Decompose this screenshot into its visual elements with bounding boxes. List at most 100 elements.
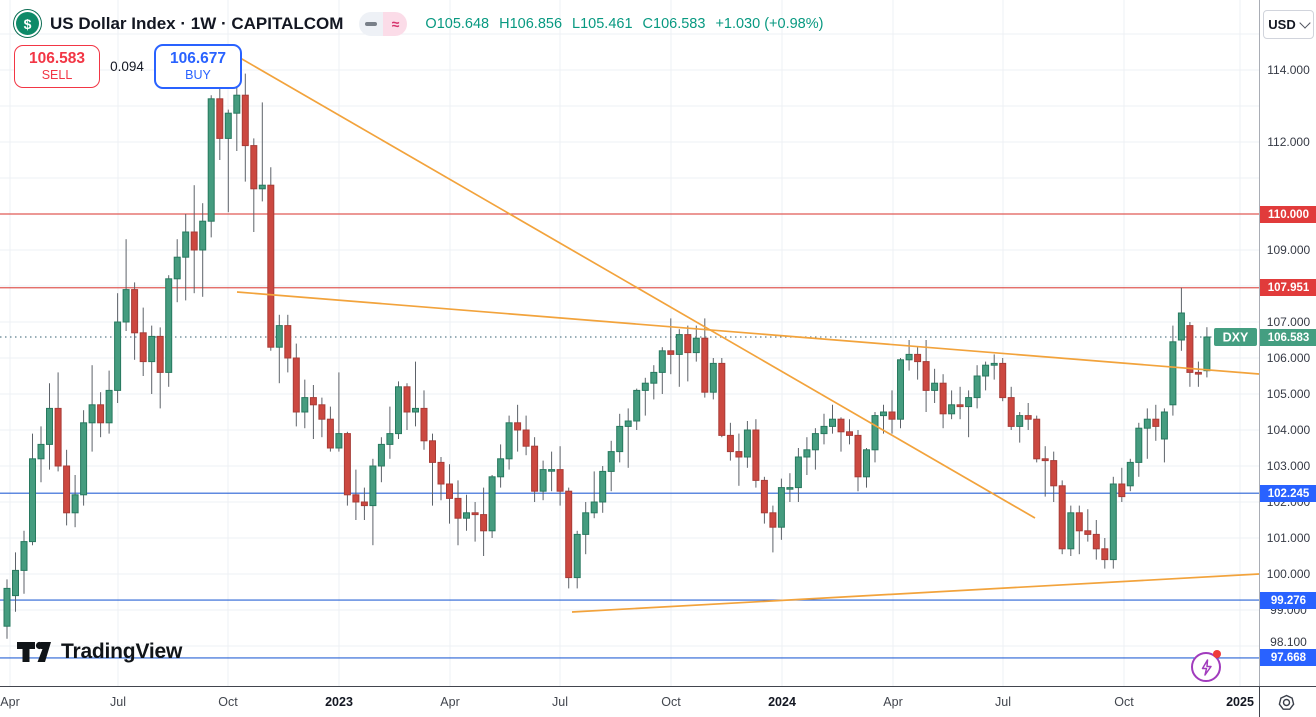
price-label-resistance: 110.000: [1260, 206, 1316, 223]
candle: [471, 502, 479, 542]
candle: [386, 406, 394, 459]
study-toggle-pill[interactable]: ≈: [359, 11, 408, 36]
candle: [54, 372, 62, 472]
candle: [190, 185, 198, 294]
candle: [1084, 509, 1092, 542]
candle: [1041, 446, 1049, 497]
candle: [292, 343, 300, 427]
candle: [480, 487, 488, 556]
approx-toggle[interactable]: ≈: [383, 11, 408, 36]
candle: [803, 437, 811, 475]
candle: [1101, 538, 1109, 569]
candle: [931, 368, 939, 403]
candle: [556, 446, 564, 506]
candle: [752, 419, 760, 488]
candle: [12, 552, 19, 612]
currency-dropdown[interactable]: USD: [1263, 10, 1314, 39]
candle: [914, 347, 922, 380]
price-tick: 103.000: [1266, 459, 1311, 473]
candle: [1033, 415, 1041, 463]
price-tick: 104.000: [1266, 423, 1311, 437]
candle: [63, 449, 71, 526]
candle: [139, 307, 147, 376]
candle: [888, 390, 896, 434]
tradingview-logo-text: TradingView: [61, 640, 183, 663]
sell-button[interactable]: 106.583 SELL: [14, 45, 100, 88]
close-value: C106.583: [642, 15, 706, 32]
candle: [573, 530, 581, 589]
time-label: Apr: [440, 695, 460, 709]
candle: [777, 478, 785, 540]
candle: [709, 358, 717, 400]
events-flash-button[interactable]: [1191, 650, 1221, 682]
candle: [846, 419, 853, 445]
price-tick: 98.100: [1270, 635, 1307, 649]
candle: [258, 102, 266, 202]
price-label-resistance: 107.951: [1260, 279, 1316, 296]
minus-toggle[interactable]: [359, 11, 384, 36]
candle: [794, 448, 802, 502]
time-label: Apr: [883, 695, 903, 709]
price-tick: 109.000: [1266, 243, 1311, 257]
candlestick-chart[interactable]: DXY: [0, 0, 1259, 686]
candle: [131, 282, 139, 360]
candle: [726, 422, 734, 461]
candle: [897, 358, 904, 429]
candle: [250, 138, 258, 232]
candle: [241, 73, 249, 182]
candle: [37, 426, 45, 483]
candle: [616, 413, 624, 463]
price-axis[interactable]: USD 114.000 112.000 109.000 107.000 106.000 1…: [1259, 0, 1316, 686]
tradingview-logo[interactable]: TradingView: [16, 640, 182, 664]
candle: [395, 381, 402, 439]
notification-dot: [1213, 650, 1221, 658]
candle: [650, 365, 658, 400]
candle: [522, 415, 530, 456]
price-scale-settings-icon[interactable]: [1277, 693, 1296, 712]
price-tick: 112.000: [1267, 135, 1310, 149]
candle: [429, 433, 436, 506]
candle: [624, 408, 632, 468]
candle: [105, 370, 113, 434]
candle: [412, 361, 419, 427]
price-tick: 106.000: [1266, 351, 1311, 365]
candle: [607, 440, 615, 492]
candle: [199, 203, 207, 297]
candle: [343, 431, 351, 506]
candle: [335, 372, 343, 452]
time-label: 2025: [1226, 695, 1254, 709]
candle: [122, 239, 130, 331]
candle: [267, 167, 275, 351]
candle: [922, 340, 930, 412]
candle: [20, 530, 28, 594]
candle: [837, 417, 845, 452]
currency-label: USD: [1268, 17, 1296, 32]
ohlc-readout: O105.648 H106.856 L105.461 C106.583 +1.0…: [425, 16, 823, 32]
candle: [531, 437, 539, 502]
candle: [275, 314, 283, 384]
candle: [318, 397, 326, 438]
candle: [1143, 408, 1151, 459]
candle: [369, 458, 377, 546]
time-label: Oct: [218, 695, 238, 709]
candle: [97, 392, 105, 438]
candle: [1126, 458, 1134, 492]
candle: [633, 388, 641, 430]
time-axis[interactable]: Apr Jul Oct 2023 Apr Jul Oct 2024 Apr Jul Oct 2025: [0, 686, 1316, 717]
candle: [990, 354, 998, 380]
symbol-header: $ US Dollar Index · 1W · CAPITALCOM ≈ O1…: [14, 10, 823, 37]
candle: [786, 473, 794, 502]
buy-button[interactable]: 106.677 BUY: [154, 44, 242, 89]
candle: [1050, 451, 1058, 502]
candle: [207, 95, 215, 238]
candle: [590, 471, 598, 519]
buy-price: 106.677: [169, 50, 227, 68]
low-value: L105.461: [572, 15, 633, 32]
candle: [1092, 520, 1100, 560]
candle: [599, 466, 607, 513]
change-value: +1.030 (+0.98%): [715, 15, 824, 32]
trade-panel: 106.583 SELL 0.094 106.677 BUY: [14, 44, 242, 89]
candle: [880, 404, 887, 434]
candle: [284, 314, 292, 373]
